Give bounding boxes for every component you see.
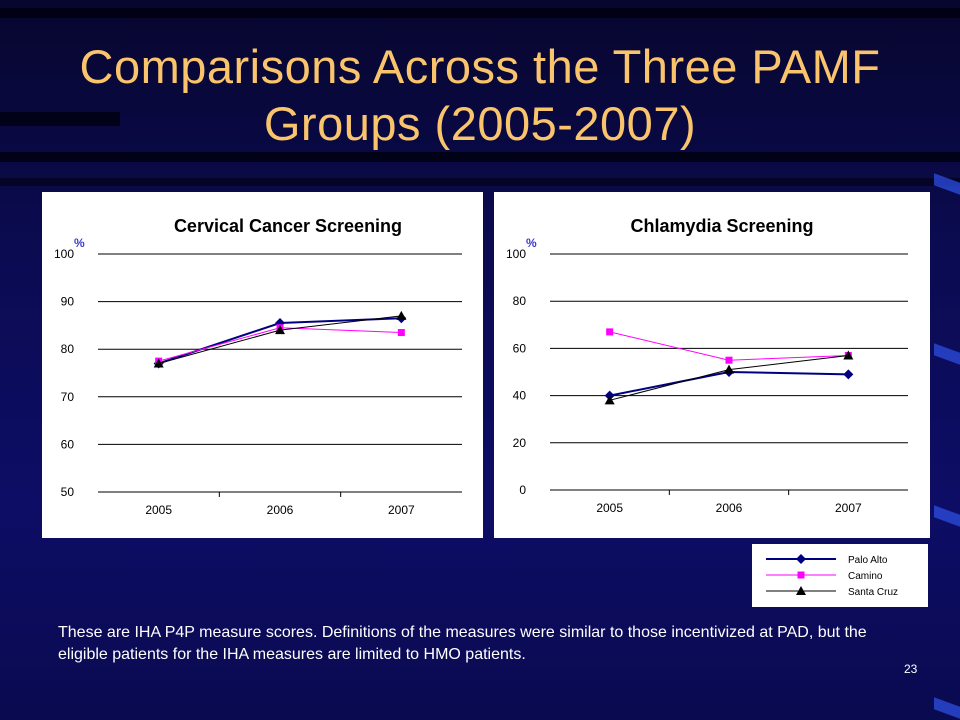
y-tick-label: 100 [506,247,526,261]
data-point-camino [725,356,733,364]
y-axis-label: % [74,236,85,250]
y-tick-label: 70 [61,390,75,404]
x-tick-label: 2005 [596,501,623,515]
y-tick-label: 90 [61,295,75,309]
data-point-palo-alto [843,369,854,380]
chart-legend: Palo Alto Camino Santa Cruz [752,544,928,607]
background-stripe [0,178,960,186]
background-accent [934,697,960,719]
chlamydia-chart-panel: Chlamydia Screening% 0 20 40 60 80 100 2005 2006… [494,192,930,538]
data-point-santa-cruz [396,310,407,320]
x-tick-label: 2006 [267,503,294,517]
y-tick-label: 20 [513,436,527,450]
footnote-text: These are IHA P4P measure scores. Defini… [58,624,867,663]
data-point-camino [397,329,405,337]
data-point-santa-cruz [604,395,615,405]
legend-label-palo-alto: Palo Alto [848,555,888,566]
y-tick-label: 0 [519,483,526,497]
background-accent [934,343,960,365]
legend-graphic: Palo Alto Camino Santa Cruz [766,554,898,598]
data-point-santa-cruz [843,350,854,360]
y-tick-label: 80 [513,294,527,308]
series-line-camino [609,331,849,361]
data-point-camino [606,328,614,336]
legend-label-santa-cruz: Santa Cruz [848,587,898,598]
y-axis-label: % [526,236,537,250]
page-number: 23 [904,662,918,676]
background-accent [934,505,960,527]
data-point-santa-cruz [275,325,285,335]
legend-label-camino: Camino [848,571,883,582]
x-tick-label: 2005 [145,503,172,517]
x-tick-label: 2006 [716,501,743,515]
y-tick-label: 40 [513,389,527,403]
x-tick-label: 2007 [835,501,862,515]
y-tick-label: 50 [61,485,75,499]
cervical-chart-panel: Cervical Cancer Screening% 50 60 70 80 90 100 2… [42,192,483,538]
background-accent [934,173,960,195]
chart-title: Chlamydia Screening [630,216,813,236]
y-tick-label: 80 [61,342,75,356]
cervical-cancer-chart: Cervical Cancer Screening% 50 60 70 80 90 100 2… [54,216,462,517]
data-point-santa-cruz [724,364,734,374]
y-tick-label: 60 [513,341,527,355]
data-point-santa-cruz [153,358,164,368]
y-tick-label: 60 [61,437,75,451]
legend-marker-camino [797,571,805,579]
legend-marker-santa-cruz [796,586,806,595]
slide-title: Comparisons Across the Three PAMF Groups… [79,40,881,150]
x-tick-label: 2007 [388,503,415,517]
chlamydia-chart: Chlamydia Screening% 0 20 40 60 80 100 2005 2006… [506,216,908,515]
data-point-palo-alto [275,318,285,329]
chart-title: Cervical Cancer Screening [174,216,402,236]
legend-marker-palo-alto [796,554,806,564]
y-tick-label: 100 [54,247,74,261]
background-stripe [0,8,960,18]
background-stripe [0,112,120,126]
background-stripe [0,152,960,162]
